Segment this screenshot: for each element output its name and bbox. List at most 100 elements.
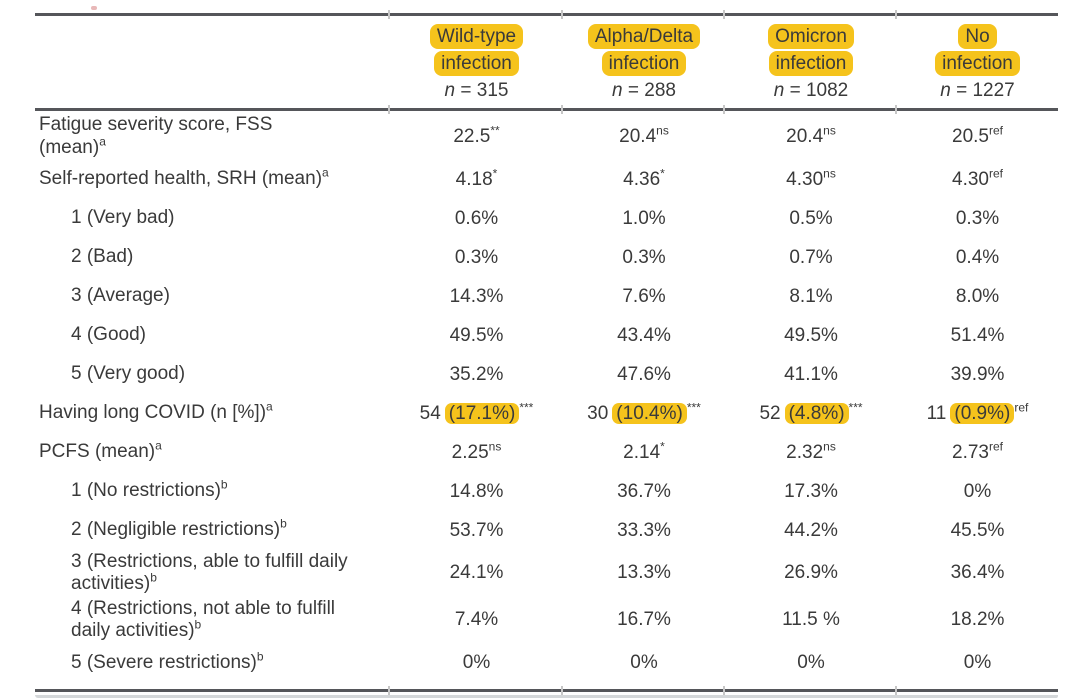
value-cell: 0% xyxy=(462,652,491,674)
header-cell-wild-type: Wild-type infection n = 315 xyxy=(390,23,563,103)
row-label-cell: 1 (Very bad) xyxy=(35,207,390,229)
row-label: 3 (Average) xyxy=(71,285,170,307)
table-row: 4 (Restrictions, not able to fulfill dai… xyxy=(35,597,1058,644)
value-cell: 44.2% xyxy=(784,519,838,541)
highlighted-header-text: infection xyxy=(935,51,1020,77)
highlighted-header-text: Wild-type xyxy=(429,24,524,50)
highlighted-header-text: infection xyxy=(434,51,519,77)
value-cell: 20.5ref xyxy=(952,123,1003,147)
row-label-cell: 2 (Negligible restrictions)b xyxy=(35,518,390,541)
highlighted-value: (4.8%) xyxy=(784,402,849,424)
row-label: Self-reported health, SRH (mean)a xyxy=(39,166,329,190)
value-cell: 0% xyxy=(963,652,992,674)
row-label: 5 (Very good) xyxy=(71,363,186,385)
value-cell: 24.1% xyxy=(449,562,504,584)
table-row: Fatigue severity score, FSS (mean)a 22.5… xyxy=(35,113,1058,160)
table-bottom-rule xyxy=(35,685,1058,695)
sample-size: n = 1227 xyxy=(940,80,1015,102)
column-divider-tick xyxy=(388,105,390,115)
row-label-cell: 4 (Restrictions, not able to fulfill dai… xyxy=(35,598,390,643)
header-cell-no-infection: No infection n = 1227 xyxy=(897,23,1058,103)
value-cell: 35.2% xyxy=(449,363,504,385)
row-label-cell: PCFS (mean)a xyxy=(35,439,390,463)
value-cell: 39.9% xyxy=(950,363,1005,385)
row-label: 3 (Restrictions, able to fulfill daily a… xyxy=(71,551,348,595)
table-row: 5 (Severe restrictions)b 0% 0% 0% 0% xyxy=(35,644,1058,683)
value-cell: 2.25ns xyxy=(451,439,502,463)
table-row: PCFS (mean)a 2.25ns 2.14* 2.32ns 2.73ref xyxy=(35,433,1058,472)
row-label-cell: 5 (Very good) xyxy=(35,363,390,385)
row-label-cell: Self-reported health, SRH (mean)a xyxy=(35,166,390,190)
value-cell: 17.3% xyxy=(784,480,838,502)
value-cell: 43.4% xyxy=(617,324,671,346)
column-divider-tick xyxy=(895,685,897,695)
table-row: 3 (Average) 14.3% 7.6% 8.1% 8.0% xyxy=(35,277,1058,316)
header-cell-alpha-delta: Alpha/Delta infection n = 288 xyxy=(563,23,725,103)
value-cell: 51.4% xyxy=(950,324,1005,346)
value-cell: 0.6% xyxy=(454,207,499,229)
page-edge-shadow xyxy=(35,694,1058,698)
row-label: 1 (Very bad) xyxy=(71,207,175,229)
table-row: Self-reported health, SRH (mean)a 4.18* … xyxy=(35,160,1058,199)
value-cell: 2.32ns xyxy=(786,439,836,463)
row-label: 4 (Restrictions, not able to fulfill dai… xyxy=(71,597,336,642)
row-label: 2 (Bad) xyxy=(71,246,134,268)
value-cell: 36.7% xyxy=(617,480,671,502)
column-divider-tick xyxy=(723,685,725,695)
sample-size: n = 315 xyxy=(444,80,509,102)
value-cell: 52 (4.8%) *** xyxy=(759,400,863,424)
value-cell: 14.8% xyxy=(449,480,504,502)
value-cell: 54 (17.1%) *** xyxy=(419,400,534,424)
row-label: 1 (No restrictions)b xyxy=(71,478,228,502)
value-cell: 16.7% xyxy=(617,609,671,631)
value-cell: 0.3% xyxy=(622,246,666,268)
table-row: 2 (Bad) 0.3% 0.3% 0.7% 0.4% xyxy=(35,238,1058,277)
table-row: 2 (Negligible restrictions)b 53.7% 33.3%… xyxy=(35,511,1058,550)
value-cell: 0.5% xyxy=(789,207,833,229)
column-divider-tick xyxy=(388,685,390,695)
row-label: 5 (Severe restrictions)b xyxy=(71,649,264,673)
table-header-row: Wild-type infection n = 315 Alpha/Delta … xyxy=(35,16,1058,108)
sample-size: n = 288 xyxy=(612,80,676,102)
row-label-cell: 3 (Restrictions, able to fulfill daily a… xyxy=(35,551,390,596)
column-divider-tick xyxy=(388,10,390,19)
row-label: 4 (Good) xyxy=(71,324,146,346)
value-cell: 0% xyxy=(630,652,658,674)
value-cell: 33.3% xyxy=(617,519,671,541)
row-label: Fatigue severity score, FSS (mean)a xyxy=(39,114,273,158)
value-cell: 4.30ns xyxy=(786,166,836,190)
value-cell: 7.6% xyxy=(622,285,666,307)
value-cell: 18.2% xyxy=(950,609,1005,631)
header-cell-omicron: Omicron infection n = 1082 xyxy=(725,23,897,103)
value-cell: 45.5% xyxy=(950,519,1005,541)
row-label: PCFS (mean)a xyxy=(39,439,162,463)
value-cell: 8.1% xyxy=(789,285,833,307)
value-cell: 47.6% xyxy=(617,363,671,385)
value-cell: 0% xyxy=(797,652,825,674)
column-divider-tick xyxy=(895,105,897,115)
value-cell: 41.1% xyxy=(784,363,838,385)
value-cell: 4.18* xyxy=(455,166,498,190)
value-cell: 49.5% xyxy=(784,324,838,346)
highlighted-header-text: No xyxy=(958,24,997,50)
column-divider-tick xyxy=(723,105,725,115)
table-top-rule xyxy=(35,10,1058,19)
table-header-rule xyxy=(35,105,1058,115)
value-cell: 2.14* xyxy=(623,439,665,463)
value-cell: 8.0% xyxy=(955,285,1000,307)
value-cell: 1.0% xyxy=(622,207,666,229)
table-body: Fatigue severity score, FSS (mean)a 22.5… xyxy=(35,111,1058,688)
row-label-cell: 2 (Bad) xyxy=(35,246,390,268)
value-cell: 11.5 % xyxy=(782,609,840,631)
table-row-long-covid: Having long COVID (n [%])a 54 (17.1%) *** … xyxy=(35,394,1058,433)
row-label-cell: 5 (Severe restrictions)b xyxy=(35,649,390,674)
value-cell: 2.73ref xyxy=(952,439,1003,463)
highlighted-value: (17.1%) xyxy=(444,402,520,424)
row-label-cell: Fatigue severity score, FSS (mean)a xyxy=(35,114,390,159)
value-cell: 36.4% xyxy=(950,562,1005,584)
value-cell: 4.30ref xyxy=(952,166,1003,190)
value-cell: 0% xyxy=(963,480,992,502)
value-cell: 13.3% xyxy=(617,562,671,584)
row-label: Having long COVID (n [%])a xyxy=(39,400,273,424)
scan-artifact xyxy=(91,6,97,10)
